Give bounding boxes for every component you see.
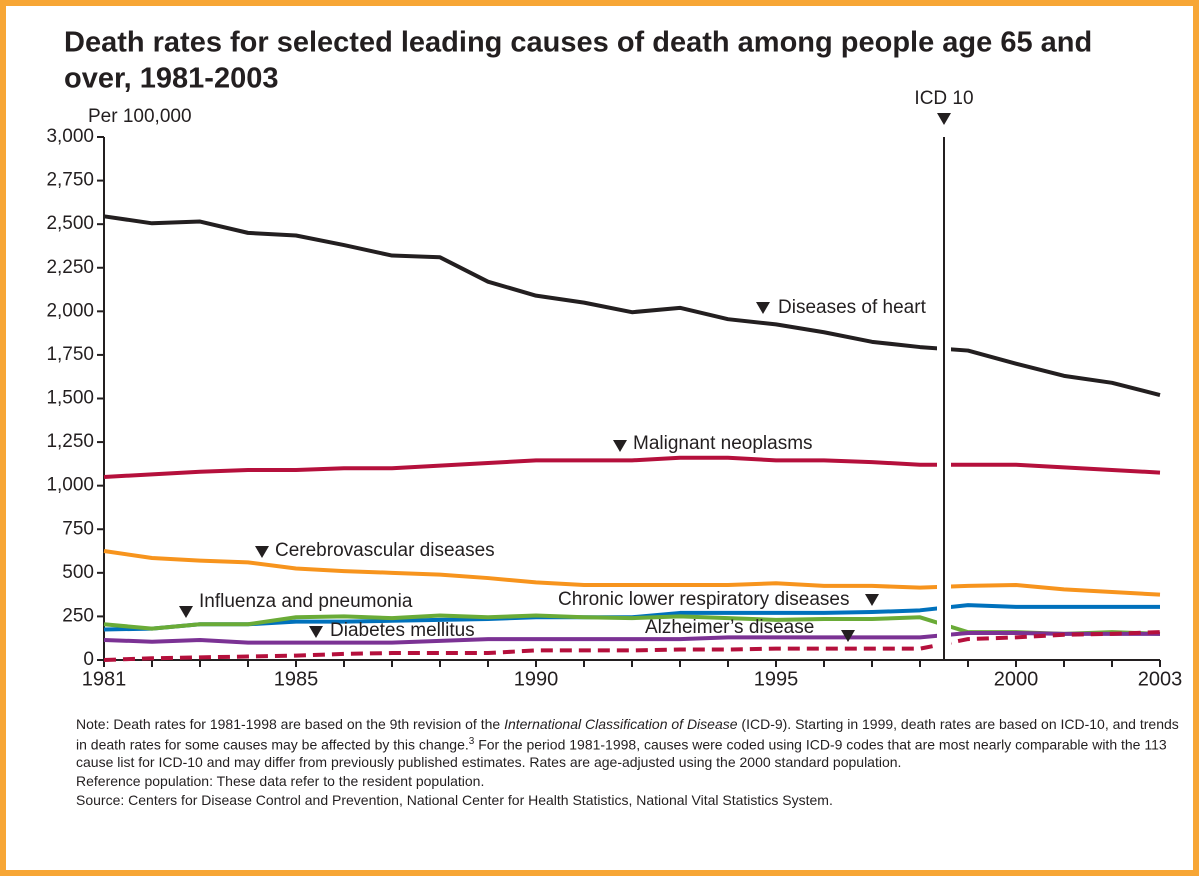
x-tick-label: 2000 (994, 668, 1039, 690)
label-pointer (309, 626, 323, 638)
y-tick-label: 2,750 (46, 170, 94, 191)
label-pointer (756, 302, 770, 314)
chart-title-line-1: Death rates for selected leading causes … (64, 27, 1092, 59)
label-pointer (179, 606, 193, 618)
series-label: Diseases of heart (778, 297, 927, 318)
y-tick-label: 1,000 (46, 475, 94, 496)
y-axis-label: Per 100,000 (88, 106, 192, 127)
annotation: ICD 10 (914, 88, 973, 109)
y-tick-label: 1,500 (46, 388, 94, 409)
note-italic: International Classification of Disease (504, 716, 738, 732)
y-tick-label: 2,250 (46, 257, 94, 278)
y-tick-label: 2,000 (46, 300, 94, 321)
series-line (103, 549, 1161, 597)
x-tick-label: 1990 (514, 668, 559, 690)
notes: Note: Death rates for 1981-1998 are base… (76, 716, 1186, 811)
note-text: (ICD-9). Starting in 1999, death rates a… (76, 716, 1179, 753)
series-label: Chronic lower respiratory diseases (558, 589, 849, 610)
y-tick-label: 1,250 (46, 431, 94, 452)
series-line (103, 630, 1161, 662)
y-tick-label: 3,000 (46, 126, 94, 147)
series-line (103, 630, 1160, 645)
series-label: Malignant neoplasms (633, 433, 813, 454)
y-tick-label: 0 (83, 649, 94, 670)
series-label: Diabetes mellitus (330, 620, 475, 641)
footnote-ref: 3 (468, 736, 475, 747)
y-tick-label: 1,750 (46, 344, 94, 365)
y-tick-label: 2,500 (46, 213, 94, 234)
y-tick-label: 750 (62, 518, 94, 539)
y-tick-label: 250 (62, 605, 94, 626)
y-tick-label: 500 (62, 562, 94, 583)
label-pointer (255, 546, 269, 558)
series-label: Alzheimer’s disease (645, 617, 814, 638)
series-label: Influenza and pneumonia (199, 591, 413, 612)
note-text: Note: Death rates for 1981-1998 are base… (76, 716, 505, 732)
note-text: For the period 1981-1998, causes were co… (76, 736, 1167, 770)
label-pointer (841, 630, 855, 642)
x-tick-label: 1995 (754, 668, 799, 690)
label-pointer (865, 594, 879, 606)
note: Note: Death rates for 1981-1998 are base… (76, 716, 1186, 771)
x-tick-label: 1985 (274, 668, 319, 690)
chart-title-line-2: over, 1981-2003 (64, 63, 278, 95)
series-line (103, 214, 1161, 397)
series-line (103, 455, 1161, 479)
x-tick-label: 2003 (1138, 668, 1183, 690)
x-tick-label: 1981 (82, 668, 127, 690)
label-pointer (937, 113, 951, 125)
label-pointer (613, 440, 627, 452)
series-label: Cerebrovascular diseases (275, 540, 495, 561)
reference: Reference population: These data refer t… (76, 772, 485, 789)
source: Source: Centers for Disease Control and … (76, 791, 833, 808)
